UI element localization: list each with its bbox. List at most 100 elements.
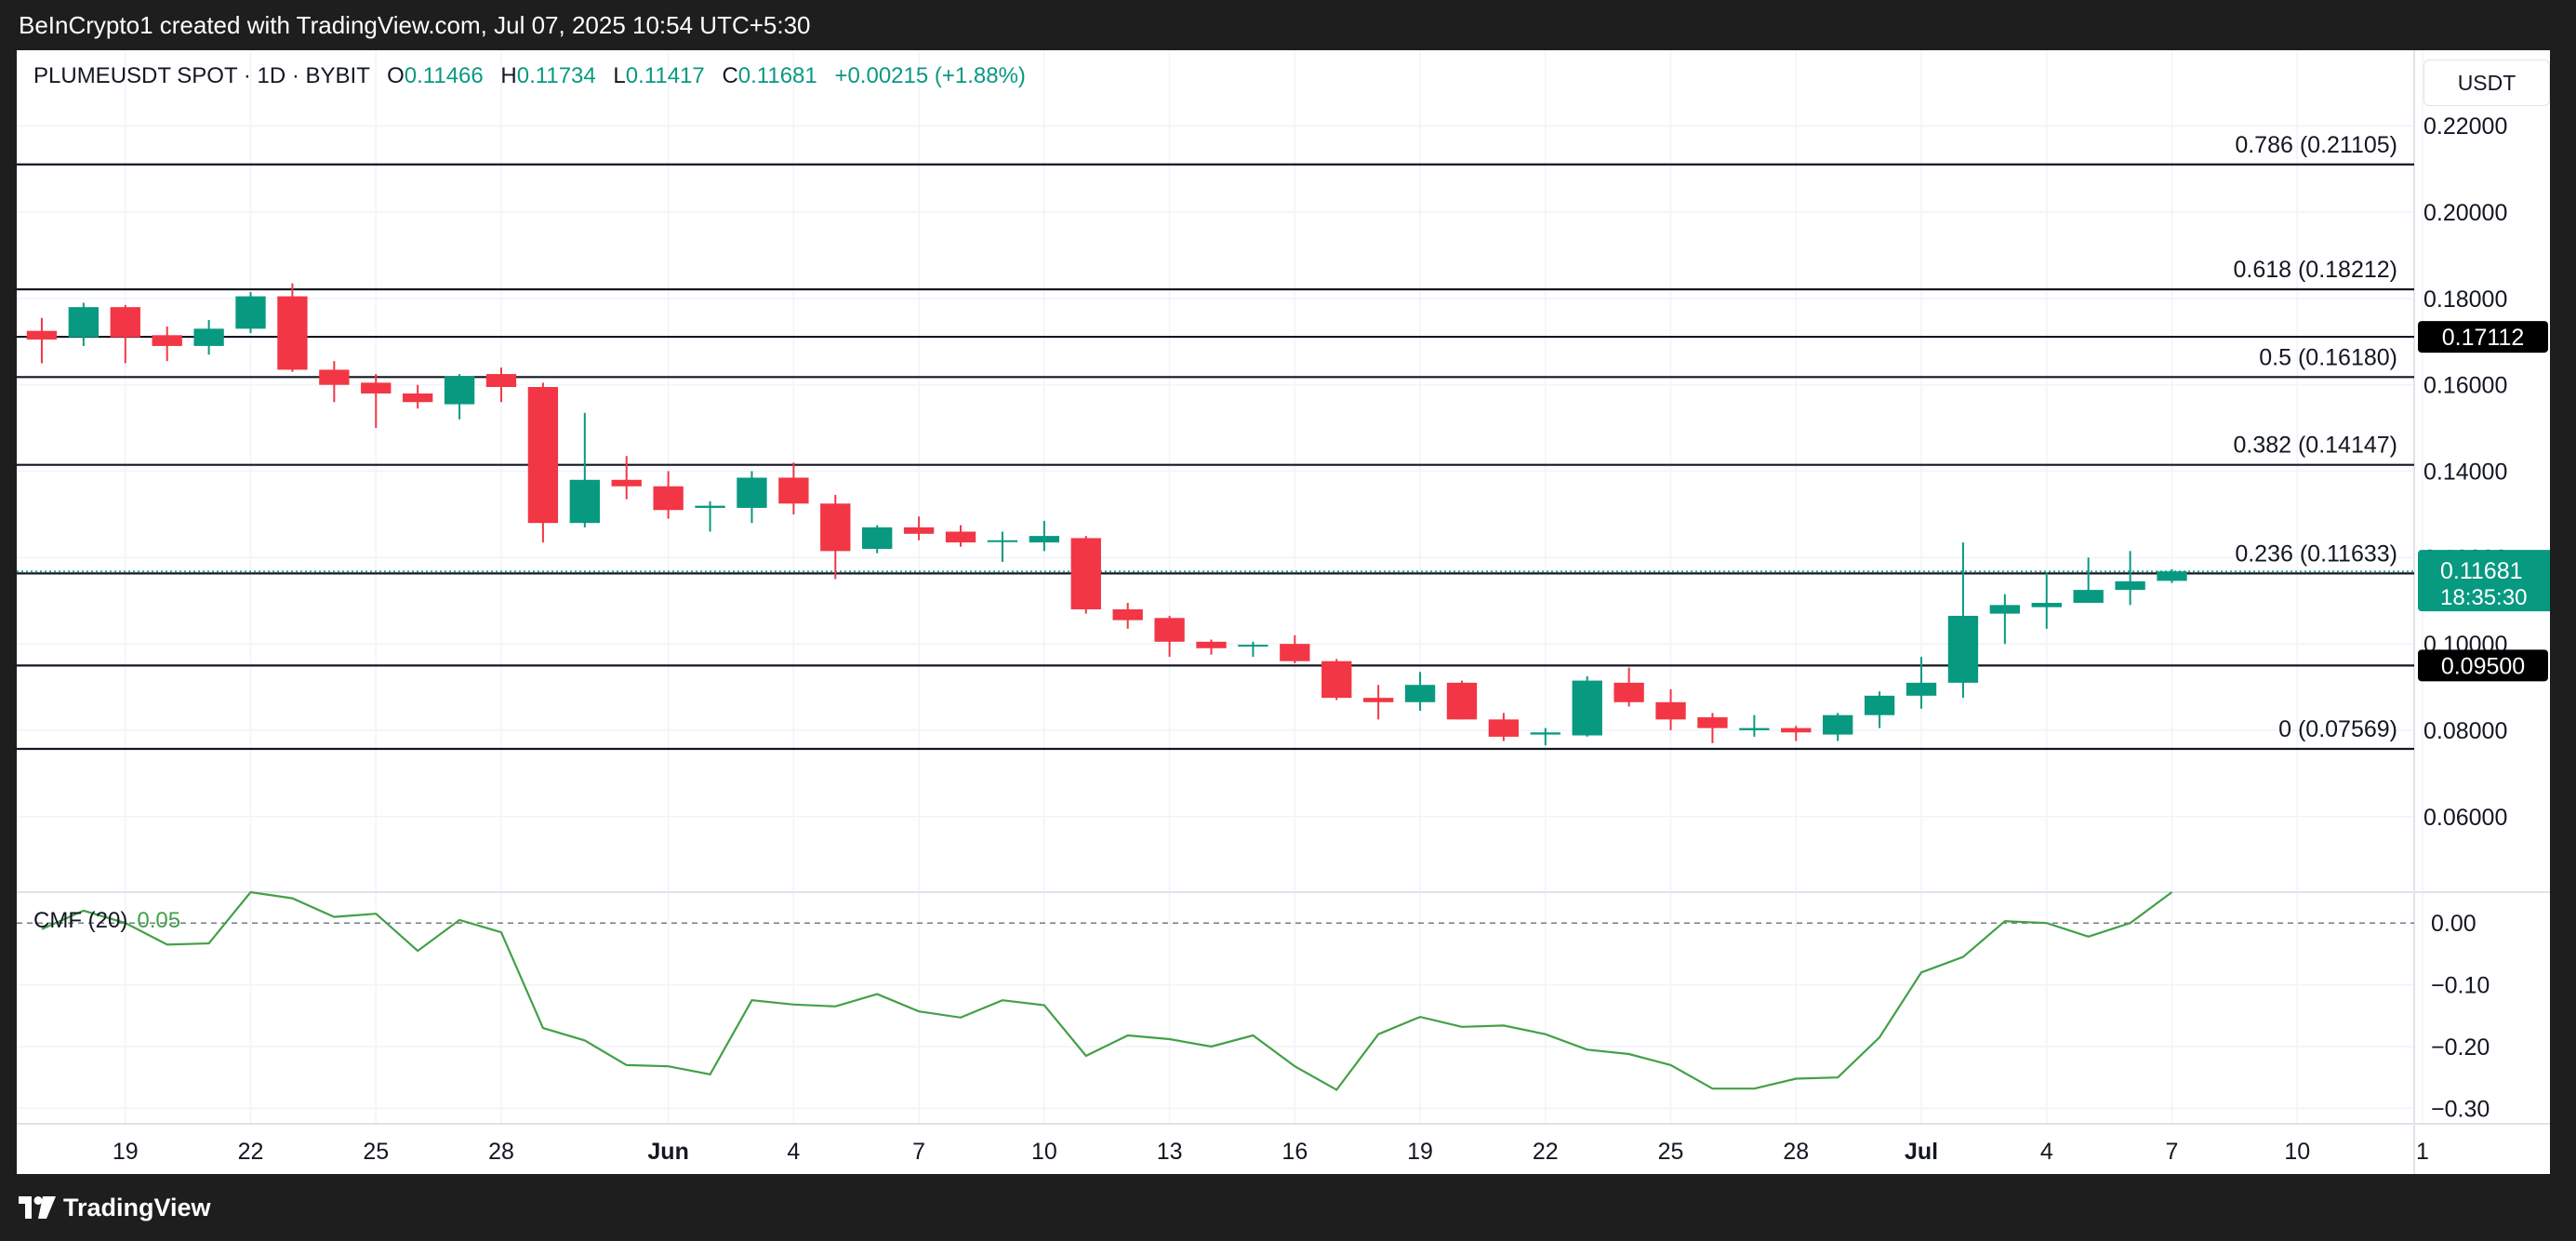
- candle-countdown: 18:35:30: [2440, 585, 2527, 610]
- candle-body-up: [2031, 603, 2062, 607]
- fib-level-label: 0.618 (0.18212): [2233, 257, 2397, 283]
- fib-level-label: 0.236 (0.11633): [2235, 540, 2397, 567]
- cmf-line: [41, 890, 2173, 1091]
- time-axis-label: 10: [1031, 1139, 1057, 1165]
- candle-body-up: [1823, 714, 1853, 735]
- open-label: O: [387, 63, 405, 88]
- cmf-current-value: 0.05: [137, 908, 181, 933]
- chart-panel[interactable]: 0.786 (0.21105) 0.618 (0.18212) 0.5 (0.161…: [17, 50, 2550, 1174]
- time-axis-label: 25: [1658, 1139, 1684, 1165]
- price-line-badge-label: 0.17112: [2442, 325, 2525, 351]
- time-axis-label: Jul: [1905, 1139, 1938, 1165]
- chart-svg[interactable]: 0.786 (0.21105) 0.618 (0.18212) 0.5 (0.161…: [17, 50, 2550, 1174]
- ohlc-legend: PLUMEUSDT SPOT · 1D · BYBIT O0.11466 H0.…: [33, 63, 1026, 89]
- candle-body-up: [444, 376, 475, 405]
- cmf-axis-label: −0.30: [2431, 1096, 2490, 1122]
- candle-body-down: [778, 477, 809, 504]
- candle-body-down: [110, 307, 140, 338]
- time-axis-label: 22: [1533, 1139, 1559, 1165]
- price-axis-label: 0.14000: [2423, 460, 2507, 486]
- candle-body-down: [1655, 701, 1686, 720]
- time-axis-label: 13: [1157, 1139, 1183, 1165]
- candle-body-down: [903, 527, 935, 534]
- time-axis-label: 4: [2040, 1139, 2053, 1165]
- candle-body-down: [1613, 682, 1644, 702]
- candle-body-up: [1864, 695, 1895, 715]
- time-axis-label: 19: [1407, 1139, 1433, 1165]
- candle-body-up: [1029, 536, 1060, 543]
- cmf-title[interactable]: CMF (20): [33, 908, 128, 933]
- candle-body-down: [611, 479, 642, 487]
- cmf-axis-label: −0.10: [2431, 973, 2490, 999]
- candle-body-down: [1154, 618, 1185, 642]
- candle-body-down: [485, 374, 517, 387]
- candle-body-up: [987, 540, 1018, 542]
- candle-body-up: [2157, 571, 2187, 581]
- candle-body-up: [569, 479, 600, 524]
- high-label: H: [500, 63, 517, 88]
- high-value: 0.11734: [516, 63, 596, 88]
- time-axis-label: 1: [2416, 1139, 2429, 1165]
- candle-body-down: [527, 387, 559, 524]
- price-axis-label: 0.16000: [2423, 373, 2507, 399]
- low-label: L: [613, 63, 626, 88]
- candle-body-down: [402, 393, 433, 403]
- candle-body-up: [2073, 590, 2104, 604]
- tradingview-logo[interactable]: TradingView: [19, 1191, 211, 1224]
- time-axis-label: 16: [1281, 1139, 1308, 1165]
- tradingview-brand: TradingView: [63, 1193, 211, 1221]
- price-line-badge: [2418, 321, 2548, 354]
- candle-body-up: [1530, 732, 1560, 735]
- candle-body-up: [695, 505, 725, 508]
- candle-body-up: [1572, 680, 1602, 736]
- candle-body-up: [1905, 682, 1937, 696]
- candle-body-up: [235, 296, 266, 329]
- candle-body-up: [2115, 580, 2145, 591]
- candle-body-up: [1947, 615, 1979, 683]
- candle-body-down: [1446, 682, 1478, 720]
- time-axis-label: 25: [363, 1139, 389, 1165]
- fib-level-label: 0.5 (0.16180): [2259, 344, 2397, 370]
- candle-body-down: [152, 335, 182, 346]
- time-axis-label: 10: [2284, 1139, 2310, 1165]
- price-line-badge: [2418, 649, 2548, 682]
- candle-body-down: [1112, 609, 1143, 620]
- symbol-label[interactable]: PLUMEUSDT SPOT · 1D · BYBIT: [33, 63, 370, 88]
- tradingview-logo-icon: [19, 1196, 56, 1219]
- time-axis-label: 7: [2166, 1139, 2179, 1165]
- candle-body-down: [1321, 661, 1352, 699]
- cmf-axis-label: −0.20: [2431, 1034, 2490, 1061]
- cmf-axis-label: 0.00: [2431, 911, 2476, 937]
- candle-body-down: [361, 382, 392, 394]
- currency-button[interactable]: USDT: [2423, 60, 2550, 106]
- candle-body-down: [277, 296, 308, 370]
- candle-body-up: [1238, 645, 1268, 647]
- current-price-badge: [2418, 550, 2550, 612]
- candle-body-up: [737, 477, 767, 508]
- candle-body-down: [653, 486, 684, 511]
- candle-body-up: [68, 307, 100, 338]
- fib-level-label: 0.382 (0.14147): [2233, 433, 2397, 459]
- candle-body-down: [1781, 727, 1812, 733]
- close-label: C: [722, 63, 738, 88]
- candle-body-down: [26, 330, 58, 340]
- time-axis-label: 19: [113, 1139, 139, 1165]
- candle-body-down: [1280, 644, 1310, 661]
- price-axis-label: 0.06000: [2423, 805, 2507, 831]
- price-line-badge-label: 0.09500: [2441, 653, 2525, 679]
- time-axis-label: 28: [488, 1139, 514, 1165]
- candle-body-up: [1989, 605, 2021, 614]
- time-axis-label: 28: [1783, 1139, 1809, 1165]
- time-axis-label: 22: [238, 1139, 264, 1165]
- price-axis-label: 0.08000: [2423, 718, 2507, 744]
- price-axis-label: 0.18000: [2423, 287, 2507, 313]
- time-axis-label: 7: [912, 1139, 925, 1165]
- candle-body-up: [1739, 727, 1770, 730]
- candle-body-down: [820, 503, 851, 552]
- close-value: 0.11681: [737, 63, 817, 88]
- candle-body-up: [193, 328, 224, 346]
- candle-body-down: [945, 531, 976, 543]
- price-axis-label: 0.22000: [2423, 113, 2507, 140]
- fib-level-label: 0 (0.07569): [2278, 716, 2397, 742]
- current-price-label: 0.11681: [2440, 558, 2523, 584]
